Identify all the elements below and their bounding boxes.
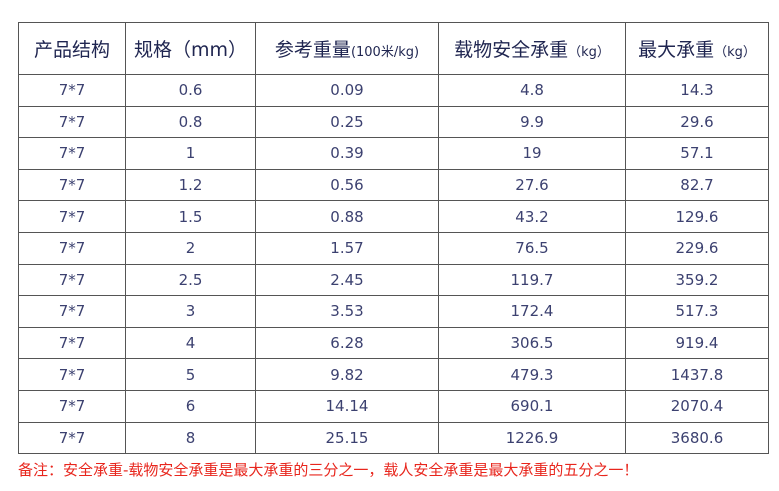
- header-row: 产品结构 规格（mm） 参考重量(100米/kg) 载物安全承重（kg） 最大承重（kg…: [18, 22, 769, 75]
- table-row: 7*7 2.5 2.45 119.7 359.2: [18, 263, 769, 297]
- table-cell: 19: [438, 137, 626, 170]
- table-cell: 7*7: [18, 168, 126, 202]
- table-cell: 7*7: [18, 295, 126, 328]
- table-cell: 6.28: [255, 326, 439, 360]
- note: 备注：安全承重-载物安全承重是最大承重的三分之一，载人安全承重是最大承重的五分之…: [18, 461, 639, 479]
- table-row: 7*7 3 3.53 172.4 517.3: [18, 295, 769, 328]
- table-cell: 29.6: [625, 105, 769, 139]
- table-cell: 8: [125, 421, 256, 455]
- table-cell: 0.8: [125, 105, 256, 139]
- table-cell: 4.8: [438, 74, 626, 107]
- header-cell: 参考重量(100米/kg): [255, 22, 439, 75]
- table-cell: 0.25: [255, 105, 439, 139]
- table-cell: 14.3: [625, 74, 769, 107]
- table-cell: 2.45: [255, 263, 439, 297]
- table-cell: 2.5: [125, 263, 256, 297]
- header-text: 参考重量: [274, 39, 351, 61]
- table-cell: 3680.6: [625, 421, 769, 455]
- table-cell: 7*7: [18, 326, 126, 360]
- table-cell: 1.2: [125, 168, 256, 202]
- table-cell: 7*7: [18, 231, 126, 265]
- table-cell: 229.6: [625, 231, 769, 265]
- table-cell: 479.3: [438, 358, 626, 391]
- table-row: 7*7 1 0.39 19 57.1: [18, 137, 769, 170]
- table-cell: 359.2: [625, 263, 769, 297]
- table-cell: 0.88: [255, 200, 439, 233]
- table-cell: 3: [125, 295, 256, 328]
- table-cell: 9.82: [255, 358, 439, 391]
- spec-table: 产品结构 规格（mm） 参考重量(100米/kg) 载物安全承重（kg） 最大承重（kg…: [18, 22, 769, 455]
- header-cell: 规格（mm）: [125, 22, 256, 75]
- table-cell: 7*7: [18, 389, 126, 423]
- table-row: 7*7 0.6 0.09 4.8 14.3: [18, 74, 769, 107]
- table-cell: 5: [125, 358, 256, 391]
- table-cell: 690.1: [438, 389, 626, 423]
- table-cell: 6: [125, 389, 256, 423]
- table-header: 产品结构 规格（mm） 参考重量(100米/kg) 载物安全承重（kg） 最大承重（kg…: [18, 22, 769, 75]
- table-row: 7*7 5 9.82 479.3 1437.8: [18, 358, 769, 391]
- table-cell: 57.1: [625, 137, 769, 170]
- header-unit: （kg）: [714, 45, 756, 60]
- table-row: 7*7 1.5 0.88 43.2 129.6: [18, 200, 769, 233]
- table-cell: 1.57: [255, 231, 439, 265]
- header-unit: (100米/kg): [350, 45, 420, 60]
- header-cell: 产品结构: [18, 22, 126, 75]
- table-cell: 7*7: [18, 200, 126, 233]
- header-text: 最大承重: [638, 39, 715, 61]
- table-cell: 25.15: [255, 421, 439, 455]
- table-cell: 0.56: [255, 168, 439, 202]
- table-row: 7*7 4 6.28 306.5 919.4: [18, 326, 769, 360]
- table-cell: 4: [125, 326, 256, 360]
- table-cell: 517.3: [625, 295, 769, 328]
- header-unit: （kg）: [568, 45, 610, 60]
- table-row: 7*7 0.8 0.25 9.9 29.6: [18, 105, 769, 139]
- table-cell: 7*7: [18, 137, 126, 170]
- table-cell: 7*7: [18, 105, 126, 139]
- table-row: 7*7 2 1.57 76.5 229.6: [18, 231, 769, 265]
- header-text: 产品结构: [33, 39, 110, 61]
- table-cell: 7*7: [18, 74, 126, 107]
- table-cell: 0.09: [255, 74, 439, 107]
- table-cell: 172.4: [438, 295, 626, 328]
- table-cell: 1.5: [125, 200, 256, 233]
- table-cell: 306.5: [438, 326, 626, 360]
- table-cell: 7*7: [18, 421, 126, 455]
- table-cell: 1226.9: [438, 421, 626, 455]
- table-cell: 2070.4: [625, 389, 769, 423]
- table-row: 7*7 8 25.15 1226.9 3680.6: [18, 421, 769, 455]
- table-cell: 76.5: [438, 231, 626, 265]
- table-cell: 82.7: [625, 168, 769, 202]
- table-cell: 1: [125, 137, 256, 170]
- table-cell: 119.7: [438, 263, 626, 297]
- table-cell: 9.9: [438, 105, 626, 139]
- table-cell: 0.6: [125, 74, 256, 107]
- table-cell: 7*7: [18, 263, 126, 297]
- table-cell: 0.39: [255, 137, 439, 170]
- table-cell: 43.2: [438, 200, 626, 233]
- table-row: 7*7 1.2 0.56 27.6 82.7: [18, 168, 769, 202]
- table-row: 7*7 6 14.14 690.1 2070.4: [18, 389, 769, 423]
- table-cell: 7*7: [18, 358, 126, 391]
- table-cell: 3.53: [255, 295, 439, 328]
- header-text: 规格（mm）: [133, 39, 248, 61]
- header-cell: 载物安全承重（kg）: [438, 22, 626, 75]
- table-cell: 14.14: [255, 389, 439, 423]
- header-cell: 最大承重（kg）: [625, 22, 769, 75]
- table-cell: 2: [125, 231, 256, 265]
- table-cell: 1437.8: [625, 358, 769, 391]
- table-body: 7*7 0.6 0.09 4.8 14.3 7*7 0.8 0.25 9.9 29.6 7*7 1 0.…: [18, 74, 769, 455]
- header-text: 载物安全承重: [454, 39, 569, 61]
- table-cell: 919.4: [625, 326, 769, 360]
- table-cell: 129.6: [625, 200, 769, 233]
- table-cell: 27.6: [438, 168, 626, 202]
